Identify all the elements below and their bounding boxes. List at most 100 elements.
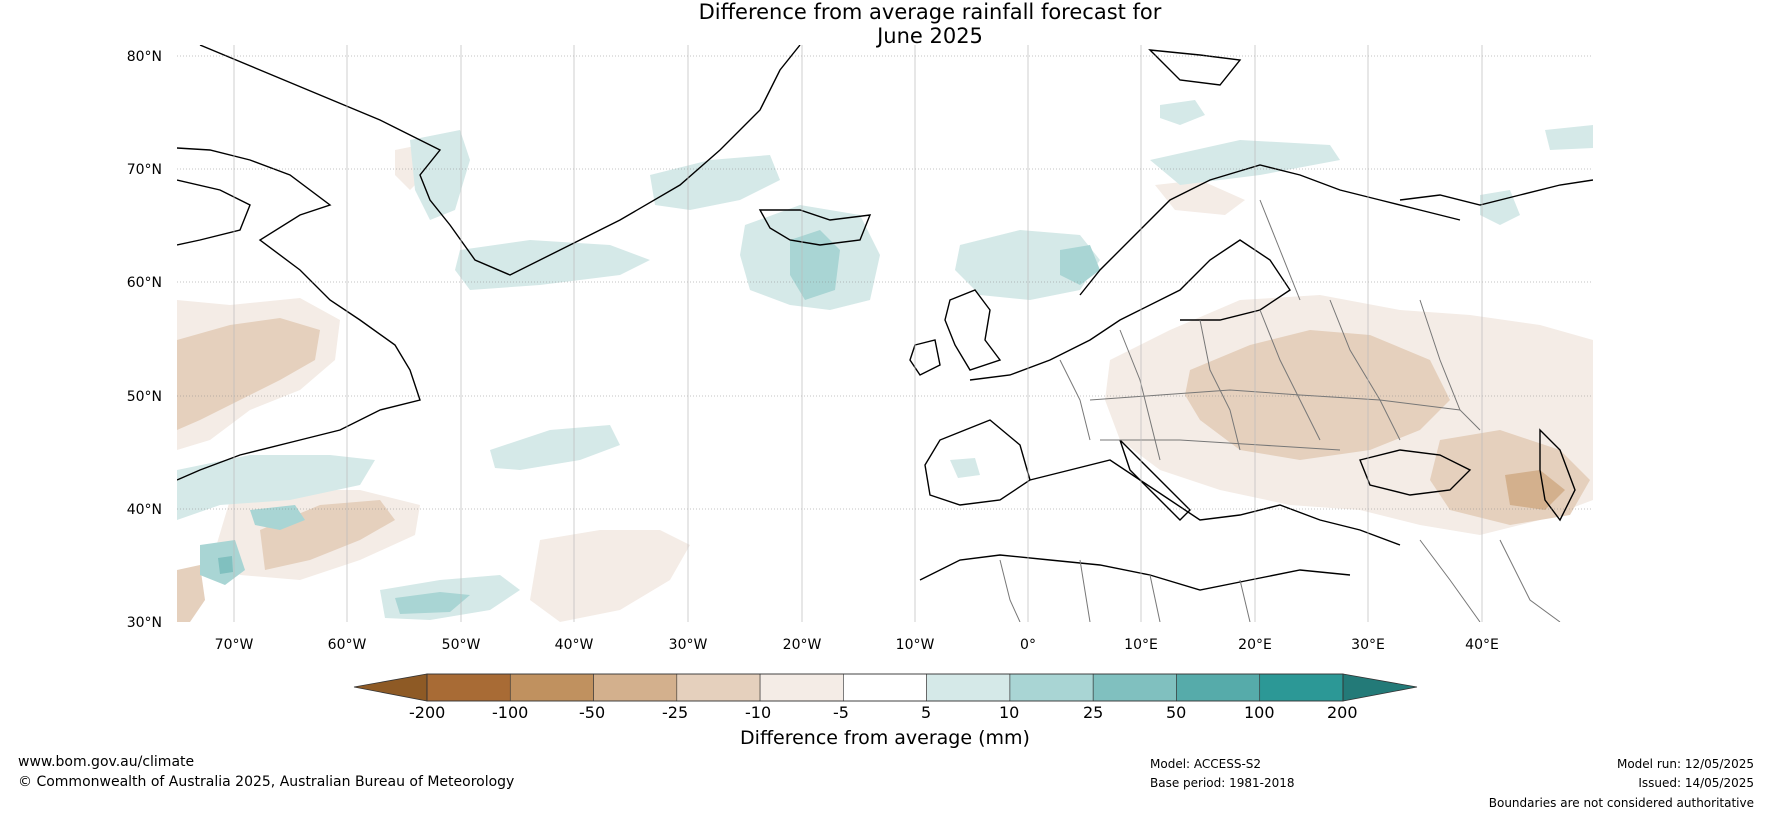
lon-label: 10°E [1124, 637, 1158, 653]
border-line-4 [1259, 309, 1321, 441]
colorbar-tick-label: 50 [1166, 703, 1187, 722]
lat-label: 50°N [127, 389, 162, 405]
border-line-12 [1149, 574, 1161, 622]
title-line-2: June 2025 [877, 24, 983, 48]
title-line-1: Difference from average rainfall forecas… [698, 0, 1162, 24]
colorbar-tick-label: 10 [999, 703, 1020, 722]
colorbar-segment [426, 673, 511, 702]
wet-area-labrador [410, 130, 470, 220]
border-line-14 [1419, 539, 1481, 622]
wet-area-newfoundland [177, 455, 375, 520]
lon-label: 10°W [896, 637, 935, 653]
dry-area-southwest-corner [177, 565, 205, 622]
wet-area-sw-wet-2 [250, 505, 305, 530]
colorbar-segment [843, 673, 927, 702]
colorbar-over-arrow [1342, 673, 1418, 702]
wet-area-southern-band-core [395, 592, 470, 614]
colorbar-segment [676, 673, 761, 702]
coastline-black-sea [1359, 449, 1472, 496]
colorbar-tick-label: -200 [409, 703, 446, 722]
wet-area-greenland-sea [650, 155, 780, 210]
wet-area-norwegian-sea [955, 230, 1100, 300]
wet-area-south-greenland [455, 240, 650, 290]
anomaly-shading [177, 100, 1593, 622]
lat-label: 70°N [127, 162, 162, 178]
colorbar-tick-label: 25 [1083, 703, 1104, 722]
colorbar-segment [1176, 673, 1261, 702]
footer-url: www.bom.gov.au/climate [18, 754, 195, 770]
lon-label: 0° [1020, 637, 1036, 653]
colorbar-tick-label: -10 [745, 703, 772, 722]
coastline-svalbard [1148, 49, 1242, 86]
wet-anomaly-areas [177, 100, 1593, 620]
lon-label: 60°W [328, 637, 367, 653]
lon-label: 30°E [1351, 637, 1385, 653]
colorbar-segment [926, 673, 1011, 702]
lon-label: 40°W [555, 637, 594, 653]
dry-area-north-america-core [177, 318, 320, 430]
coastline-italy [1119, 439, 1191, 521]
dry-anomaly-areas [177, 145, 1593, 622]
colorbar-segment [593, 673, 678, 702]
border-line-15 [1499, 539, 1561, 622]
lon-label: 70°W [215, 637, 254, 653]
colorbar-tick-label: 200 [1327, 703, 1358, 722]
wet-area-norway-coast [1060, 245, 1100, 285]
footer-base-period: Base period: 1981-2018 [1150, 776, 1295, 790]
coastline-baltic [1139, 239, 1291, 321]
wet-area-sw-wet-1-core [218, 556, 233, 574]
dry-area-scandinavia [1155, 180, 1245, 215]
longitude-labels: 70°W 60°W 50°W 40°W 30°W 20°W 10°W 0° 10… [215, 637, 1499, 653]
colorbar-tick-label: 5 [921, 703, 932, 722]
wet-area-north-atlantic [490, 425, 620, 470]
colorbar-segment [1259, 673, 1344, 702]
gridlines [177, 55, 1593, 510]
coastline-iberia [924, 419, 1031, 506]
coastline-mediterranean [1029, 459, 1401, 546]
wet-area-iceland-core [790, 230, 840, 300]
country-borders [999, 199, 1561, 622]
footer-model: Model: ACCESS-S2 [1150, 757, 1262, 771]
colorbar-segment [1092, 673, 1177, 702]
border-line-9 [1419, 299, 1481, 431]
colorbar-tick-label: -25 [662, 703, 689, 722]
latitude-labels: 80°N 70°N 60°N 50°N 40°N 30°N [127, 49, 162, 631]
colorbar-segments [426, 673, 1344, 702]
coastline-north-africa [919, 554, 1351, 591]
border-line-10 [999, 559, 1021, 622]
colorbar-title: Difference from average (mm) [740, 727, 1030, 749]
wet-area-iberia-west [950, 458, 980, 478]
coastline-russia-arctic [1399, 179, 1593, 206]
coastlines [177, 45, 1593, 591]
colorbar-segment [509, 673, 594, 702]
lon-label: 20°W [783, 637, 822, 653]
border-line-7 [1100, 439, 1341, 451]
coastline-north-america [177, 147, 421, 481]
wet-area-arctic-small [1160, 100, 1205, 125]
wet-area-barents [1150, 140, 1340, 185]
lon-label: 30°W [669, 637, 708, 653]
wet-area-caspian-north [1480, 190, 1520, 225]
coastline-british-isles [944, 289, 1002, 371]
border-line-1 [1059, 359, 1091, 441]
footer-issued: Issued: 14/05/2025 [1638, 776, 1754, 790]
meridians [233, 45, 1483, 622]
coastline-ireland [909, 339, 941, 376]
colorbar-segment [759, 673, 844, 702]
colorbar-tick-label: -100 [492, 703, 529, 722]
border-line-8 [1259, 199, 1301, 301]
border-line-3 [1199, 319, 1241, 451]
footer-disclaimer: Boundaries are not considered authoritat… [1488, 796, 1754, 810]
lat-label: 80°N [127, 49, 162, 65]
colorbar-segment [1009, 673, 1094, 702]
footer-copyright: © Commonwealth of Australia 2025, Austra… [18, 774, 515, 790]
border-line-11 [1079, 559, 1091, 622]
dry-area-central-atlantic [530, 530, 690, 622]
coastline-scandinavia [1079, 164, 1461, 296]
coastline-iceland [758, 209, 872, 246]
coastline-caspian [1539, 428, 1576, 522]
lon-label: 40°E [1465, 637, 1499, 653]
colorbar-under-arrow [353, 673, 428, 702]
footer-model-run: Model run: 12/05/2025 [1616, 757, 1754, 771]
